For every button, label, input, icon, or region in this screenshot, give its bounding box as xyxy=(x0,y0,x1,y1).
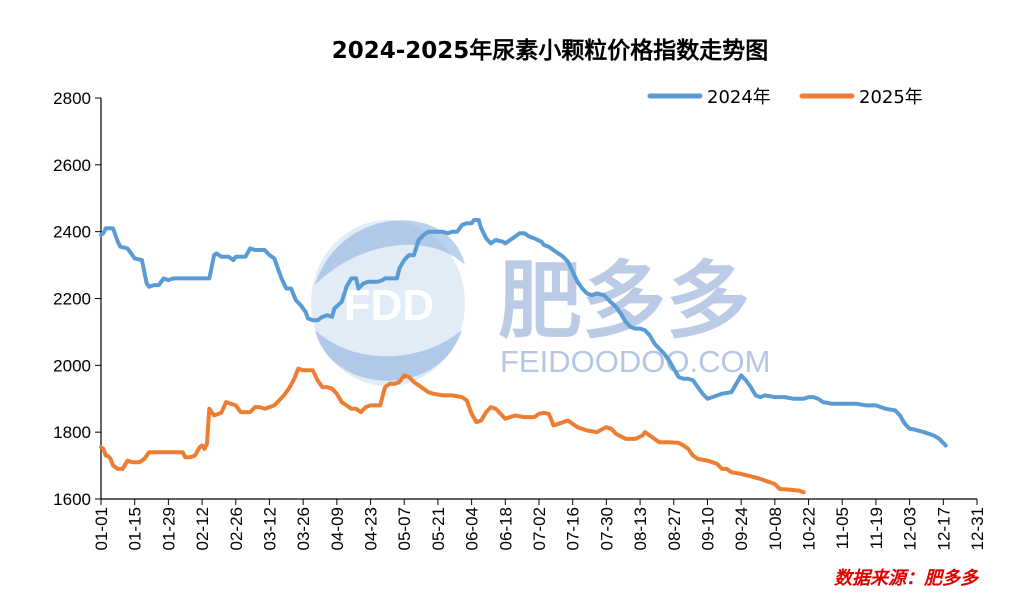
watermark-brand-en: FEIDOODOO.COM xyxy=(500,344,770,379)
series-lines xyxy=(99,218,948,495)
y-tick-label: 2000 xyxy=(53,356,91,375)
x-tick-label: 01-29 xyxy=(159,507,178,550)
x-tick-label: 07-30 xyxy=(597,507,616,550)
x-tick-label: 09-24 xyxy=(732,507,751,550)
x-tick-label: 04-23 xyxy=(362,507,381,550)
y-tick-label: 2600 xyxy=(53,156,91,175)
x-tick-label: 02-12 xyxy=(193,507,212,550)
y-tick-label: 2800 xyxy=(53,89,91,108)
legend-item-2024: 2024年 xyxy=(647,87,771,108)
x-tick-label: 02-26 xyxy=(227,507,246,550)
x-tick-label: 07-16 xyxy=(564,507,583,550)
legend-label-2024: 2024年 xyxy=(707,87,771,108)
x-tick-label: 04-09 xyxy=(328,507,347,550)
y-tick-label: 2400 xyxy=(53,223,91,242)
x-tick-label: 06-04 xyxy=(463,507,482,550)
x-tick-label: 12-17 xyxy=(934,507,953,550)
x-tick-label: 08-27 xyxy=(665,507,684,550)
y-tick-label: 1600 xyxy=(53,490,91,509)
legend-item-2025: 2025年 xyxy=(799,87,923,108)
series-line-2025 xyxy=(99,366,806,495)
x-tick-label: 05-07 xyxy=(395,507,414,550)
x-tick-label: 06-18 xyxy=(496,507,515,550)
x-tick-label: 12-03 xyxy=(901,507,920,550)
x-tick-label: 10-22 xyxy=(800,507,819,550)
x-tick-label: 10-08 xyxy=(766,507,785,550)
series-line-2024 xyxy=(99,218,948,448)
fdd-logo: FDD xyxy=(311,220,465,386)
x-tick-label: 09-10 xyxy=(698,507,717,550)
x-tick-label: 01-15 xyxy=(126,507,145,550)
y-tick-label: 1800 xyxy=(53,423,91,442)
watermark: FDD 肥多多 FEIDOODOO.COM xyxy=(311,220,770,386)
x-axis-ticks: 01-01 01-15 01-29 02-12 02-26 03-12 03-26 04-09… xyxy=(92,499,987,550)
x-tick-label: 03-26 xyxy=(294,507,313,550)
x-tick-label: 01-01 xyxy=(92,507,111,550)
source-note: 数据来源：肥多多 xyxy=(834,568,980,589)
chart-title: 2024-2025年尿素小颗粒价格指数走势图 xyxy=(332,37,769,64)
x-tick-label: 08-13 xyxy=(631,507,650,550)
legend-label-2025: 2025年 xyxy=(859,87,923,108)
watermark-brand-cn: 肥多多 xyxy=(498,252,750,350)
y-tick-label: 2200 xyxy=(53,290,91,309)
y-axis-ticks: 1600 1800 2000 2200 2400 2600 2800 xyxy=(53,89,101,509)
x-tick-label: 11-05 xyxy=(833,507,852,549)
x-tick-label: 11-19 xyxy=(867,507,886,549)
x-tick-label: 05-21 xyxy=(429,507,448,550)
x-tick-label: 07-02 xyxy=(530,507,549,550)
x-tick-label: 03-12 xyxy=(260,507,279,550)
x-tick-label: 12-31 xyxy=(968,507,987,550)
legend: 2024年 2025年 xyxy=(647,87,923,108)
